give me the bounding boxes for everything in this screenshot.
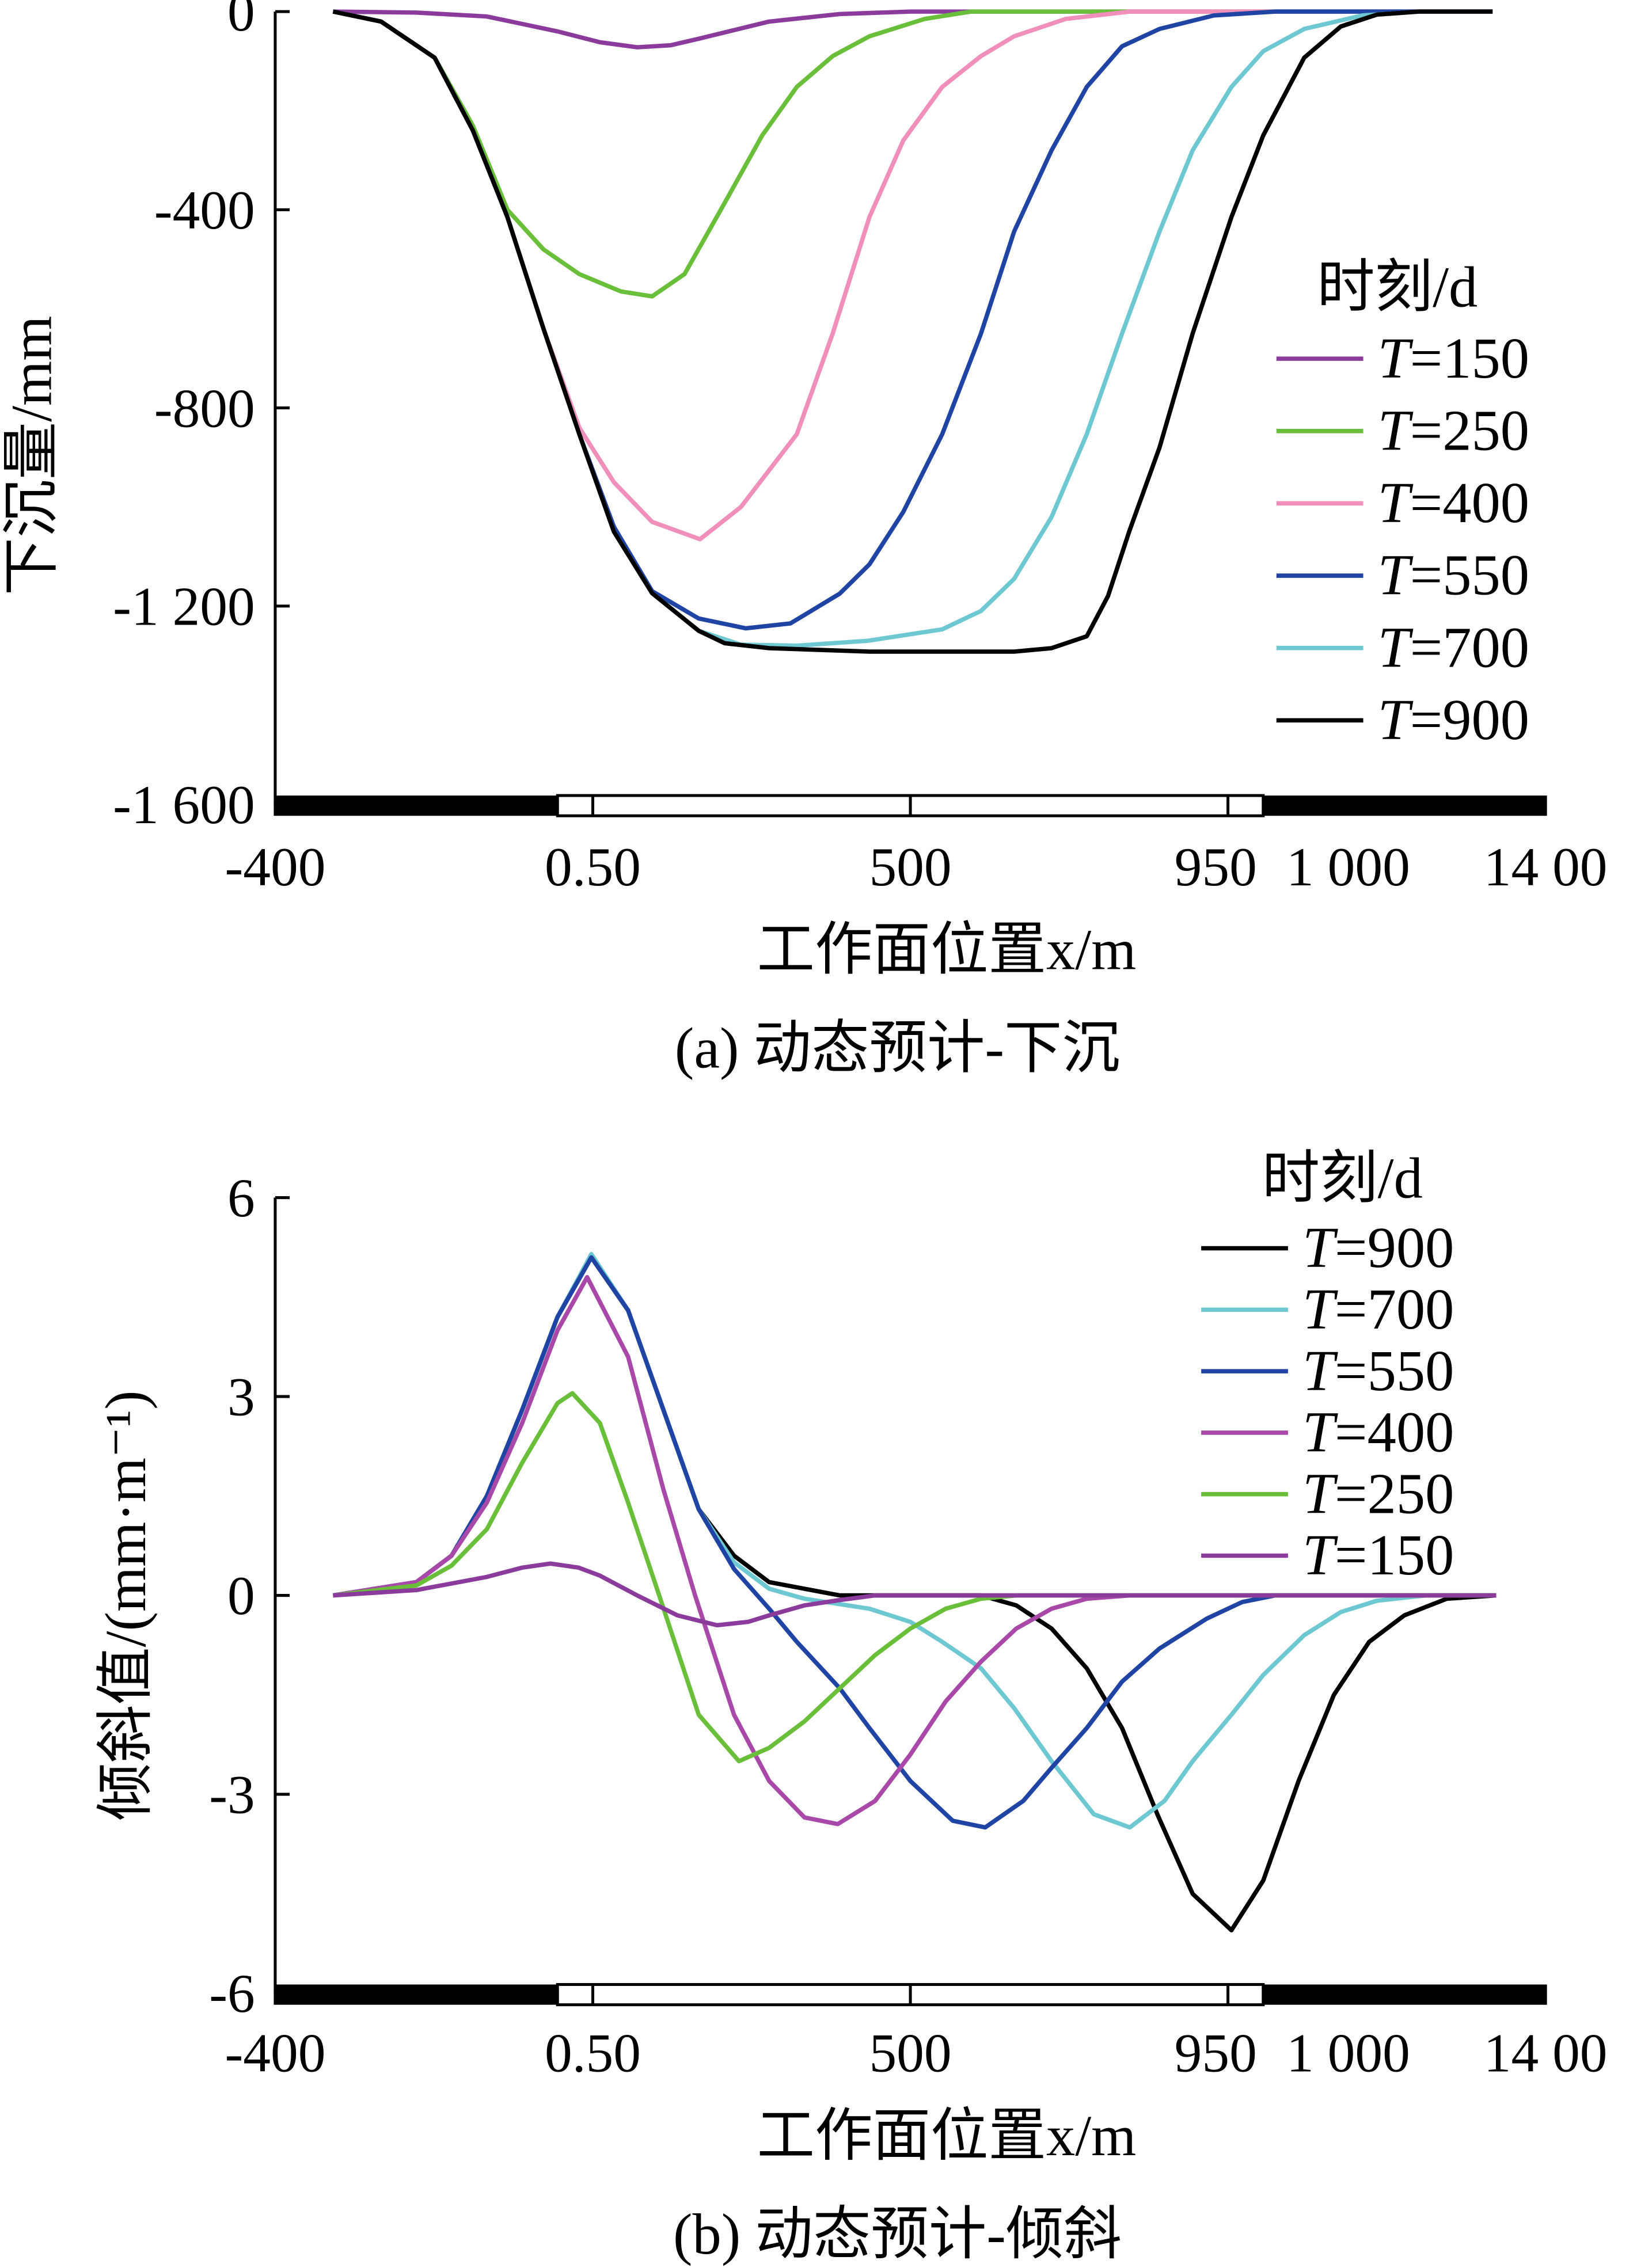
legend-entry: T=900 — [1378, 687, 1529, 752]
legend-entry: T=400 — [1378, 470, 1529, 535]
y-tick-label: -400 — [154, 180, 255, 241]
x-axis-label: 工作面位置x/m — [757, 2103, 1136, 2168]
y-tick-label: -6 — [209, 1963, 255, 2024]
x-axis-bar-right — [1263, 796, 1546, 816]
series-line-t250 — [333, 1391, 1497, 1764]
series-line-t900 — [332, 9, 1493, 654]
legend-entry-value: =400 — [1335, 1400, 1454, 1464]
legend-title: 时刻/d — [1262, 1146, 1423, 1211]
legend-entry-var: T — [1302, 1523, 1338, 1587]
legend-title: 时刻/d — [1317, 255, 1478, 319]
chart-caption: (a) 动态预计-下沉 — [675, 1015, 1120, 1080]
x-tick-label: -400 — [225, 836, 325, 897]
x-tick-label: 500 — [869, 2022, 951, 2083]
legend-entry-value: =400 — [1410, 470, 1529, 535]
x-axis-bar-right — [1263, 1984, 1546, 2005]
chart-subsidence: 0-400-800-1 200-1 600-400 0.50 500 950 1 000… — [0, 0, 1608, 1080]
y-tick-label: -1 600 — [113, 774, 255, 835]
legend-entry-value: =550 — [1335, 1338, 1454, 1403]
series-line-t700 — [332, 9, 1493, 648]
legend-entry: T=550 — [1378, 543, 1529, 607]
y-tick-label: 3 — [227, 1367, 255, 1428]
x-axis-bar-left — [275, 796, 558, 816]
x-tick-label: 1 000 — [1286, 2022, 1410, 2083]
x-tick-label: 1 000 — [1286, 836, 1410, 897]
legend-entry: T=150 — [1302, 1523, 1454, 1587]
legend-entry-value: =250 — [1335, 1461, 1454, 1525]
legend-entry-value: =250 — [1410, 398, 1529, 462]
legend-entry: T=400 — [1302, 1400, 1454, 1464]
x-tick-label: 950 — [1175, 836, 1257, 897]
legend-entry-var: T — [1378, 398, 1414, 462]
x-tick-label: -400 — [225, 2022, 325, 2083]
y-tick-label: 0 — [227, 0, 255, 43]
legend-entry-value: =150 — [1410, 326, 1529, 390]
legend-entry-var: T — [1378, 326, 1414, 390]
x-axis-bar-left — [275, 1984, 558, 2005]
legend-entry: T=250 — [1378, 398, 1529, 462]
legend-entry-var: T — [1302, 1338, 1338, 1403]
y-tick-label: 0 — [227, 1565, 255, 1626]
legend-entry: T=150 — [1378, 326, 1529, 390]
x-tick-label: 14 00 — [1484, 2022, 1608, 2083]
legend-entry-var: T — [1378, 615, 1414, 679]
y-tick-label: -1 200 — [113, 576, 255, 637]
y-tick-label: -800 — [154, 378, 255, 439]
legend-entry-value: =700 — [1335, 1277, 1454, 1341]
legend-entry: T=900 — [1302, 1215, 1454, 1280]
legend-entry-var: T — [1378, 543, 1414, 607]
y-tick-label: -3 — [209, 1764, 255, 1825]
legend-entry-value: =900 — [1335, 1215, 1454, 1280]
series-line-t150 — [333, 1561, 1497, 1628]
legend-entry-var: T — [1378, 470, 1414, 535]
x-tick-label: 14 00 — [1484, 836, 1608, 897]
legend-entry: T=700 — [1378, 615, 1529, 679]
y-tick-label: 6 — [227, 1167, 255, 1228]
series-line-t400 — [332, 1274, 1497, 1826]
legend-entry-value: =550 — [1410, 543, 1529, 607]
legend-entry-var: T — [1302, 1277, 1338, 1341]
chart-caption: (b) 动态预计-倾斜 — [673, 2202, 1122, 2266]
x-axis-label: 工作面位置x/m — [757, 918, 1136, 982]
legend-entry-value: =900 — [1410, 687, 1529, 752]
x-tick-label: 0.50 — [545, 2022, 641, 2083]
x-tick-label: 500 — [869, 836, 951, 897]
legend-entry-var: T — [1302, 1400, 1338, 1464]
series-line-t550 — [332, 9, 1493, 631]
series-line-t250 — [332, 9, 1493, 299]
y-axis-label: 下沉量/mm — [0, 316, 63, 596]
legend-entry: T=700 — [1302, 1277, 1454, 1341]
legend-entry: T=550 — [1302, 1338, 1454, 1403]
legend-entry-var: T — [1302, 1461, 1338, 1525]
x-tick-label: 0.50 — [545, 836, 641, 897]
legend-entry: T=250 — [1302, 1461, 1454, 1525]
series-line-t150 — [333, 9, 1493, 50]
chart-tilt: 6 3 0 -3 -6-400 0.50 500 950 1 000 14 00 工作面位置x/m 倾… — [93, 1146, 1608, 2266]
legend-entry-var: T — [1302, 1215, 1338, 1280]
legend-entry-var: T — [1378, 687, 1414, 752]
legend-entry-value: =700 — [1410, 615, 1529, 679]
y-axis-label: 倾斜值/(mm·m⁻¹) — [93, 1390, 158, 1821]
x-tick-label: 950 — [1175, 2022, 1257, 2083]
legend-entry-value: =150 — [1335, 1523, 1454, 1587]
